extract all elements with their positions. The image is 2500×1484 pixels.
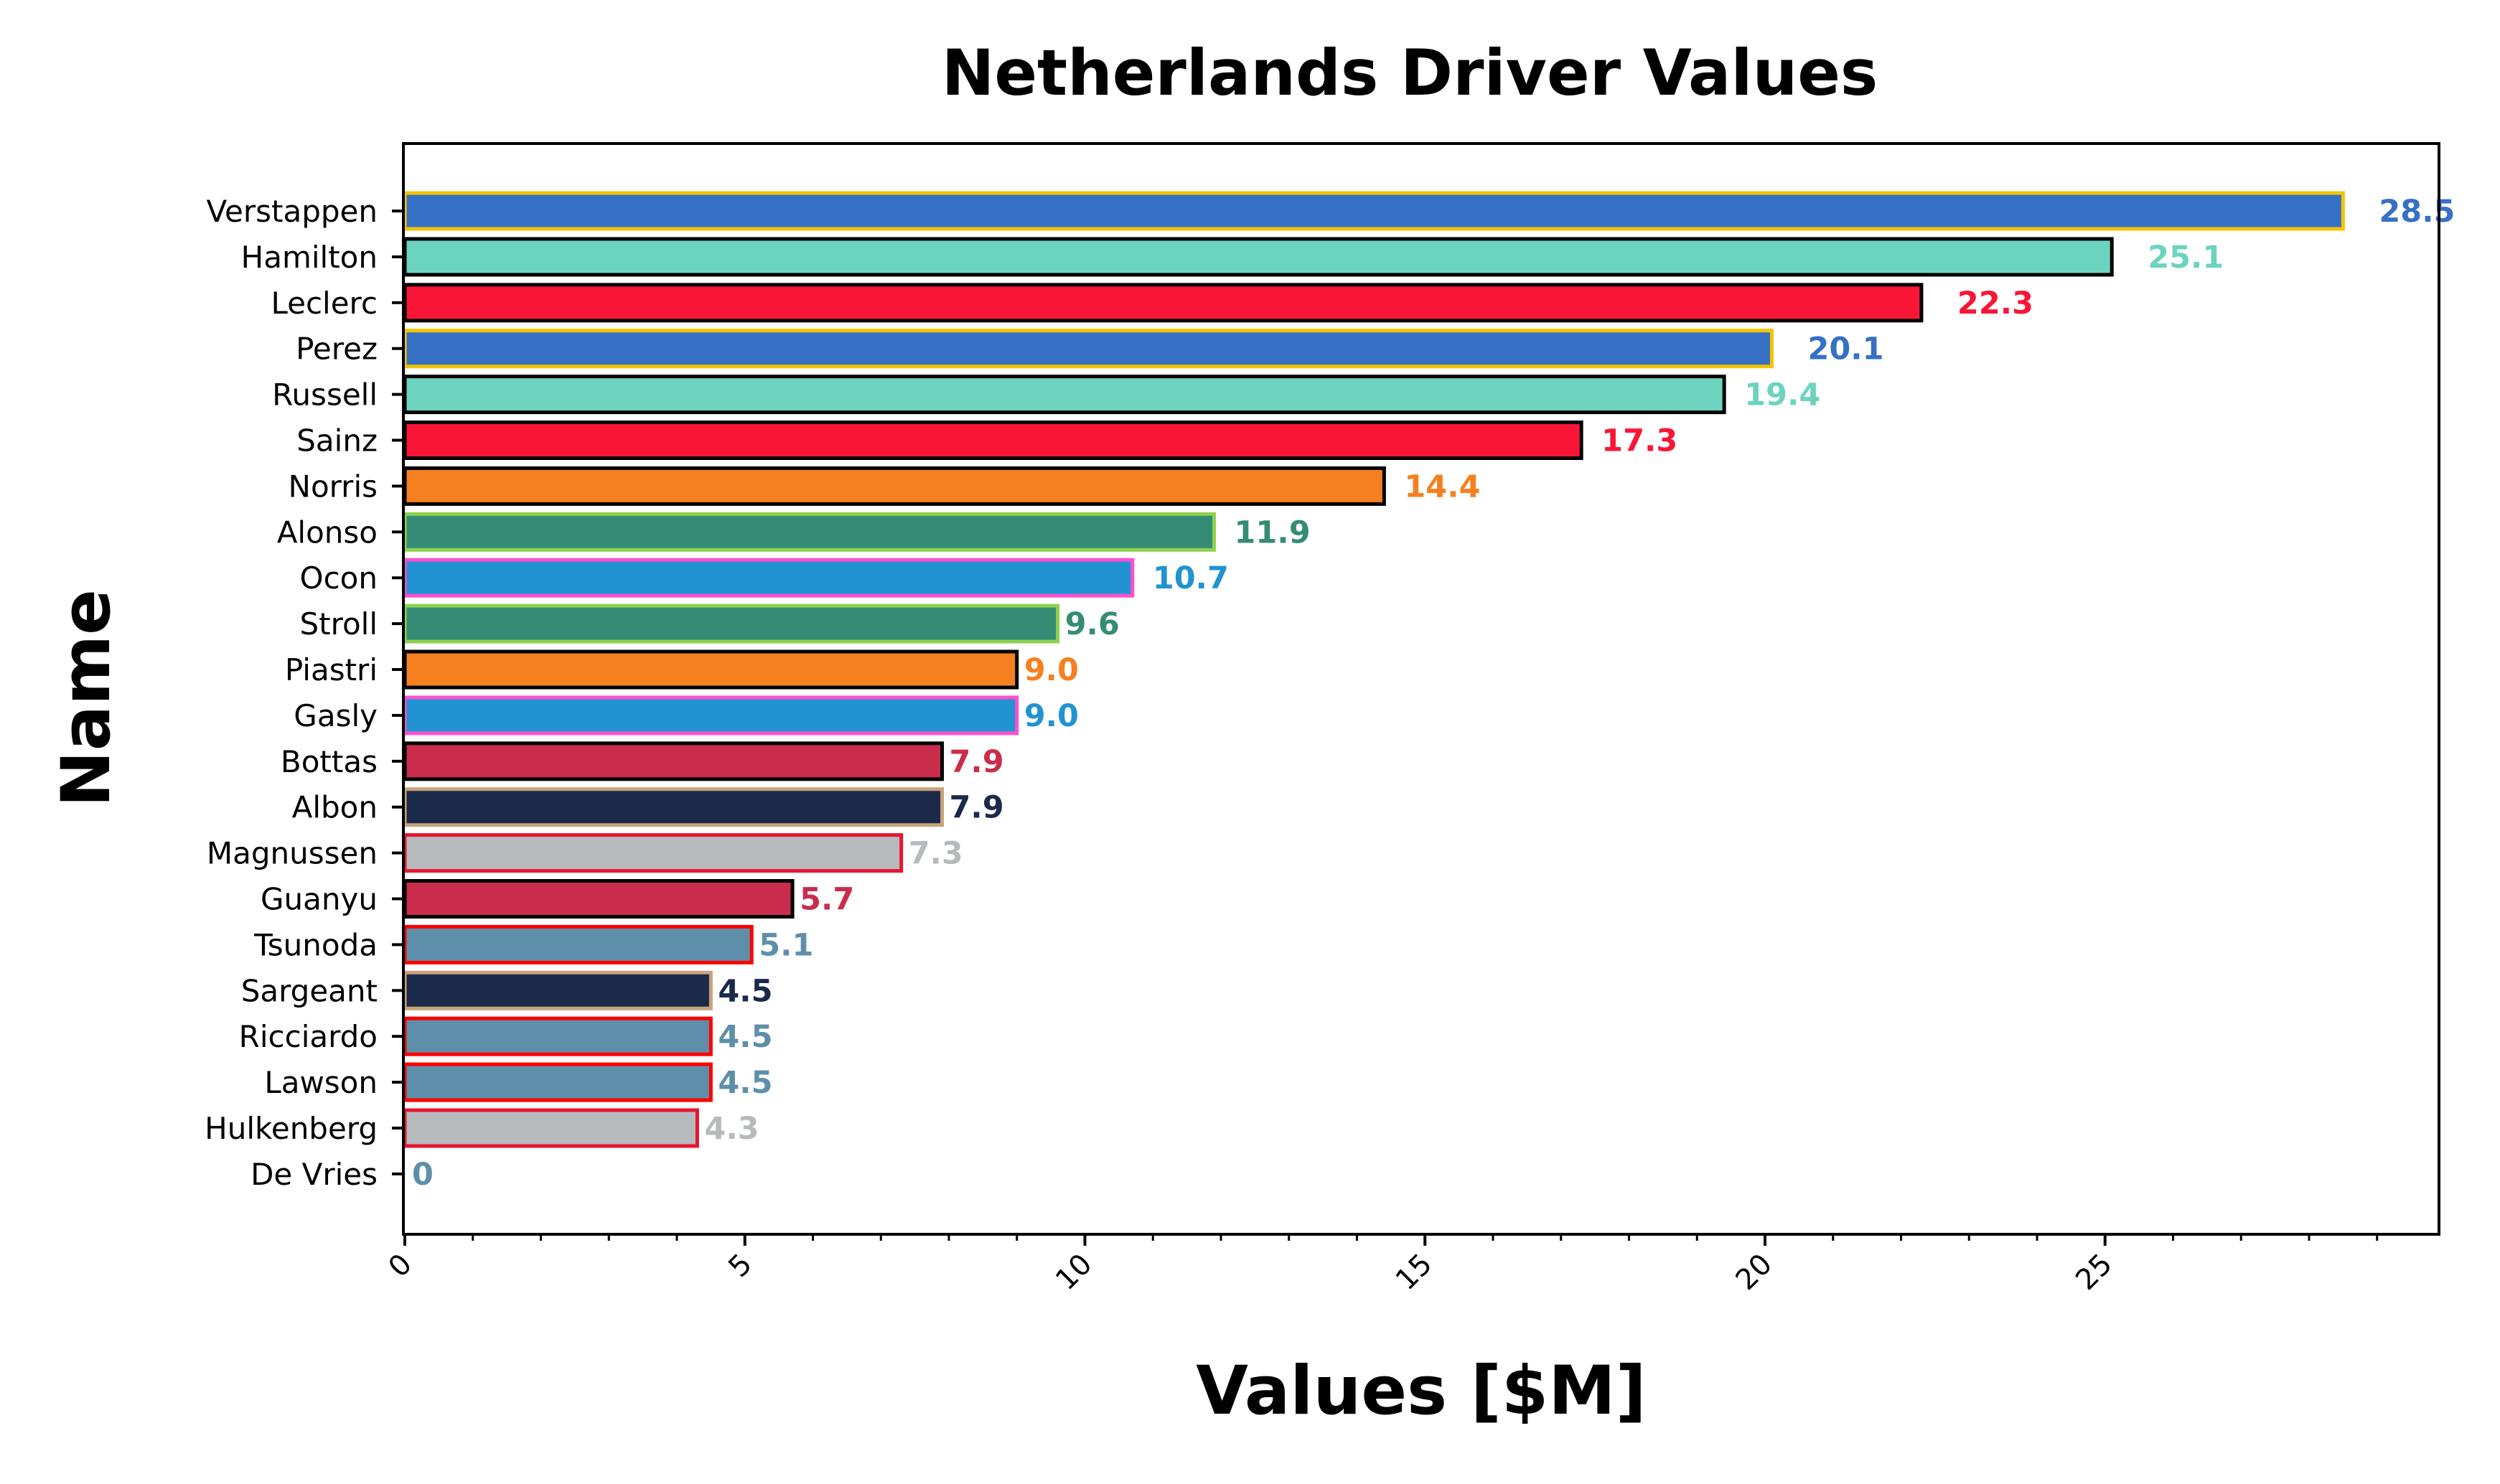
bar-sainz xyxy=(403,421,1583,460)
value-label-bottas: 7.9 xyxy=(950,744,1004,780)
value-label-guanyu: 5.7 xyxy=(800,882,854,918)
y-tick-label-magnussen: Magnussen xyxy=(207,836,378,871)
value-labels-layer: 28.5 25.1 22.3 20.1 19.4 17.3 14.4 11.910.7 9.6 9… xyxy=(412,194,2455,1193)
bar-bottas xyxy=(403,741,945,781)
bar-piastri xyxy=(403,649,1019,690)
y-tick-label-russell: Russell xyxy=(272,377,378,413)
bar-tsunoda xyxy=(403,924,754,964)
value-label-ocon: 10.7 xyxy=(1153,560,1229,596)
bar-verstappen xyxy=(403,191,2345,231)
y-axis-ticks: Verstappen Hamilton Leclerc Perez Russell Sai… xyxy=(205,194,403,1192)
value-label-verstappen: 28.5 xyxy=(2379,194,2455,230)
value-label-sainz: 17.3 xyxy=(1601,423,1677,459)
value-label-piastri: 9.0 xyxy=(1024,652,1079,688)
value-label-lawson: 4.5 xyxy=(718,1065,772,1101)
value-label-gasly: 9.0 xyxy=(1024,698,1079,734)
y-tick-label-leclerc: Leclerc xyxy=(271,286,378,321)
chart-title: Netherlands Driver Values xyxy=(942,36,1878,110)
y-tick-label-guanyu: Guanyu xyxy=(261,882,378,917)
value-label-sargeant: 4.5 xyxy=(718,973,772,1009)
y-tick-label-sargeant: Sargeant xyxy=(241,973,378,1008)
bar-hamilton xyxy=(403,237,2114,277)
value-label-hamilton: 25.1 xyxy=(2148,240,2224,276)
plot-frame xyxy=(402,142,2440,1236)
bar-hulkenberg xyxy=(403,1108,699,1148)
y-tick-label-tsunoda: Tsunoda xyxy=(253,927,378,962)
value-label-stroll: 9.6 xyxy=(1065,606,1120,642)
y-tick-label-sainz: Sainz xyxy=(296,423,378,459)
value-label-alonso: 11.9 xyxy=(1235,515,1311,550)
y-tick-label-ricciardo: Ricciardo xyxy=(239,1019,378,1054)
bar-magnussen xyxy=(403,833,904,873)
bar-perez xyxy=(403,329,1774,369)
bar-lawson xyxy=(403,1062,713,1102)
value-label-perez: 20.1 xyxy=(1807,332,1883,367)
y-tick-label-stroll: Stroll xyxy=(299,606,378,642)
y-tick-label-bottas: Bottas xyxy=(281,744,378,779)
y-tick-label-gasly: Gasly xyxy=(294,698,378,733)
y-tick-label-piastri: Piastri xyxy=(285,652,378,687)
x-axis-label: Values [$M] xyxy=(1196,1352,1646,1430)
y-tick-label-lawson: Lawson xyxy=(264,1065,378,1100)
value-label-russell: 19.4 xyxy=(1744,377,1820,413)
y-tick-label-norris: Norris xyxy=(289,469,378,504)
y-tick-label-verstappen: Verstappen xyxy=(207,194,378,229)
value-label-leclerc: 22.3 xyxy=(1957,286,2033,321)
value-label-norris: 14.4 xyxy=(1404,469,1480,504)
bar-ocon xyxy=(403,558,1135,598)
value-label-ricciardo: 4.5 xyxy=(718,1019,772,1055)
y-tick-label-alonso: Alonso xyxy=(277,515,378,550)
bar-norris xyxy=(403,466,1386,506)
bar-sargeant xyxy=(403,970,713,1010)
y-tick-label-perez: Perez xyxy=(296,332,378,367)
value-label-albon: 7.9 xyxy=(950,790,1004,826)
bar-leclerc xyxy=(403,283,1924,323)
bar-ricciardo xyxy=(403,1016,713,1056)
y-tick-label-albon: Albon xyxy=(292,790,378,825)
bars-layer xyxy=(403,191,2345,1148)
value-label-hulkenberg: 4.3 xyxy=(704,1111,759,1147)
value-label-de-vries: 0 xyxy=(412,1157,434,1193)
bar-gasly xyxy=(403,695,1019,736)
y-tick-label-de-vries: De Vries xyxy=(251,1157,378,1192)
y-tick-label-hulkenberg: Hulkenberg xyxy=(205,1111,378,1146)
y-tick-label-hamilton: Hamilton xyxy=(241,240,378,275)
y-axis-label: Name xyxy=(47,589,126,807)
value-label-tsunoda: 5.1 xyxy=(759,927,813,963)
bar-russell xyxy=(403,375,1726,415)
bar-alonso xyxy=(403,512,1217,552)
value-label-magnussen: 7.3 xyxy=(909,836,963,872)
bar-stroll xyxy=(403,604,1060,644)
bar-guanyu xyxy=(403,879,795,919)
y-tick-label-ocon: Ocon xyxy=(300,560,378,596)
bar-albon xyxy=(403,787,945,827)
